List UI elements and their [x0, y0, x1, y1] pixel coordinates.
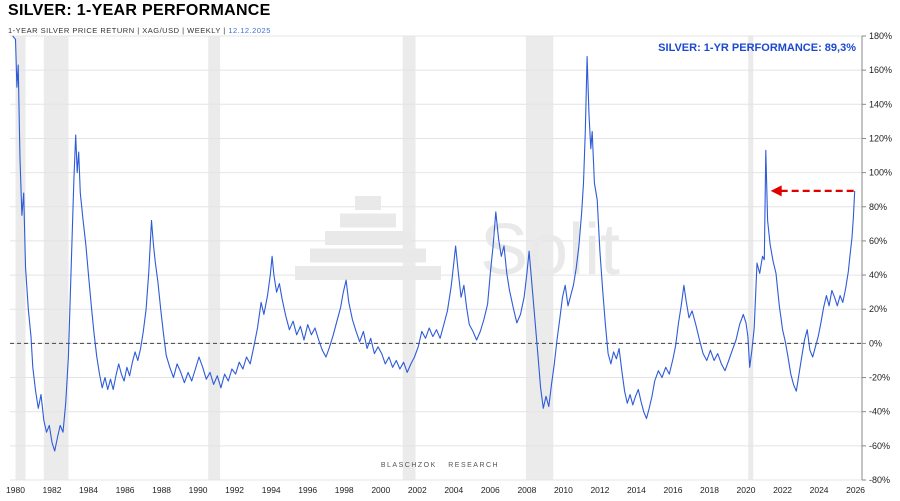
recession-band — [208, 36, 221, 480]
x-tick-label: 1986 — [116, 485, 135, 495]
x-tick-label: 2014 — [627, 485, 646, 495]
recession-band — [748, 36, 754, 480]
x-tick-label: 1990 — [189, 485, 208, 495]
y-tick-label: 60% — [869, 236, 887, 246]
x-tick-label: 2008 — [517, 485, 536, 495]
x-tick-label: 1984 — [79, 485, 98, 495]
x-tick-label: 2026 — [846, 485, 865, 495]
x-tick-label: 1992 — [225, 485, 244, 495]
y-tick-label: -20% — [869, 373, 890, 383]
y-tick-label: -80% — [869, 475, 890, 485]
target-arrow-head — [770, 185, 782, 197]
y-tick-label: 120% — [869, 133, 892, 143]
watermark-text: Solit — [480, 210, 620, 290]
watermark-pyramid-icon — [295, 266, 441, 280]
chart-subtitle: 1-YEAR SILVER PRICE RETURN | XAG/USD | W… — [8, 26, 271, 35]
x-tick-label: 2022 — [773, 485, 792, 495]
y-tick-label: 0% — [869, 338, 882, 348]
page-title: SILVER: 1-YEAR PERFORMANCE — [8, 2, 271, 19]
x-tick-label: 2012 — [590, 485, 609, 495]
y-tick-label: 20% — [869, 304, 887, 314]
x-tick-label: 2010 — [554, 485, 573, 495]
watermark-pyramid-icon — [325, 231, 411, 245]
x-tick-label: 2024 — [810, 485, 829, 495]
x-tick-label: 2004 — [444, 485, 463, 495]
x-tick-label: 2018 — [700, 485, 719, 495]
recession-band — [15, 36, 26, 480]
x-tick-label: 1988 — [152, 485, 171, 495]
x-tick-label: 2020 — [737, 485, 756, 495]
x-tick-label: 1996 — [298, 485, 317, 495]
y-tick-label: -60% — [869, 441, 890, 451]
y-tick-label: -40% — [869, 407, 890, 417]
y-tick-label: 100% — [869, 168, 892, 178]
x-tick-label: 1998 — [335, 485, 354, 495]
x-tick-label: 1994 — [262, 485, 281, 495]
x-tick-label: 1982 — [43, 485, 62, 495]
y-tick-label: 160% — [869, 65, 892, 75]
subtitle-date: 12.12.2025 — [228, 26, 271, 35]
current-performance-label: SILVER: 1-YR PERFORMANCE: 89,3% — [658, 42, 856, 54]
watermark: Solit — [295, 196, 620, 290]
x-tick-label: 2006 — [481, 485, 500, 495]
y-tick-label: 140% — [869, 99, 892, 109]
research-credit: BLASCHZOK RESEARCH — [380, 462, 500, 469]
silver-return-line — [12, 35, 856, 452]
y-tick-label: 40% — [869, 270, 887, 280]
watermark-pyramid-icon — [340, 213, 396, 228]
y-tick-label: 180% — [869, 31, 892, 41]
watermark-pyramid-icon — [310, 248, 426, 263]
x-tick-label: 2002 — [408, 485, 427, 495]
recession-band — [43, 36, 69, 480]
x-tick-label: 2016 — [664, 485, 683, 495]
subtitle-text: 1-YEAR SILVER PRICE RETURN | XAG/USD | W… — [8, 26, 226, 35]
watermark-pyramid-icon — [355, 196, 381, 210]
y-tick-label: 80% — [869, 202, 887, 212]
x-tick-label: 2000 — [371, 485, 390, 495]
x-tick-label: 1980 — [6, 485, 25, 495]
